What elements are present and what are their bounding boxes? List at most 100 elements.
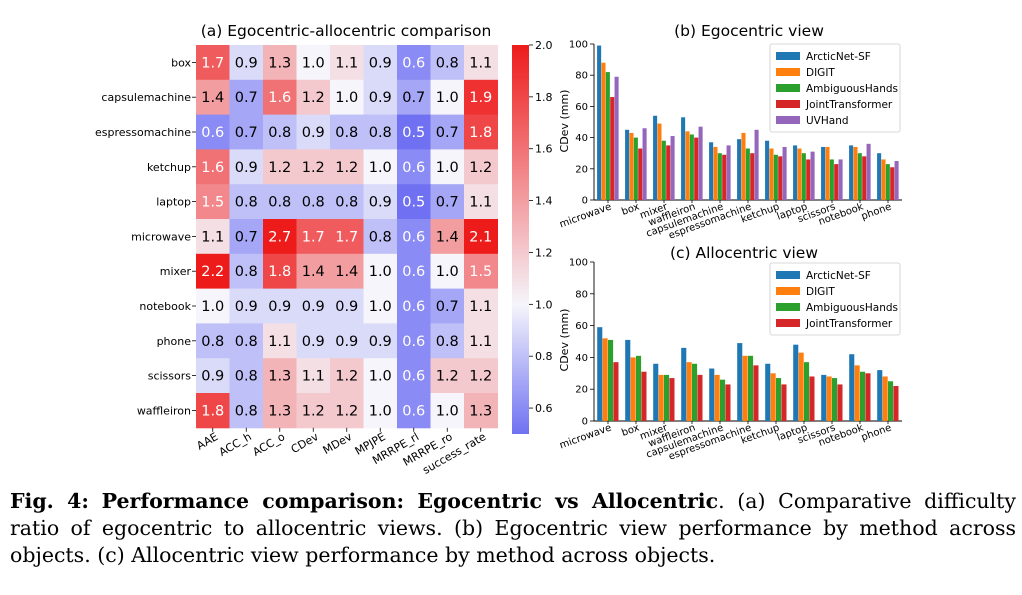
heatmap-cell-value: 0.9 [235, 160, 258, 176]
heatmap-cell [196, 79, 230, 116]
y-tick-label: 60 [575, 321, 588, 332]
heatmap-cell [430, 114, 465, 150]
heatmap-row-label: notebook [139, 300, 191, 313]
x-tick-label: box [620, 422, 641, 439]
heatmap-cell-value: 1.6 [201, 160, 224, 176]
bar [697, 374, 703, 421]
bar [625, 339, 631, 421]
heatmap-cell-value: 0.8 [369, 229, 392, 245]
heatmap-cell-value: 1.0 [335, 90, 358, 106]
colorbar-ticks: 0.6 0.8 1.0 1.2 1.4 1.6 1.8 2.0 [529, 39, 553, 415]
heatmap-cell [263, 358, 297, 394]
bar [765, 363, 771, 421]
heatmap-cell-value: 0.8 [436, 334, 459, 350]
heatmap-cell [263, 393, 297, 429]
heatmap-cell-value: 0.9 [369, 334, 392, 350]
heatmap-cell [263, 184, 297, 220]
colorbar-tick-label: 0.6 [535, 402, 553, 415]
caption-label: Fig. 4: [10, 489, 89, 513]
bar [849, 145, 854, 200]
heatmap-cell-value: 1.4 [335, 264, 358, 280]
heatmap-cell-value: 1.2 [268, 160, 291, 176]
x-tick-label: box [620, 201, 641, 218]
heatmap-cell [363, 253, 398, 290]
bar [769, 148, 774, 200]
heatmap-cell-value: 1.0 [369, 369, 392, 385]
heatmap-cell-value: 0.6 [402, 55, 425, 71]
heatmap-cell [330, 184, 364, 220]
heatmap-cell-value: 0.6 [402, 160, 425, 176]
heatmap-cell [263, 149, 297, 185]
heatmap-cell-value: 0.5 [402, 125, 425, 141]
bar [793, 145, 798, 200]
bar [748, 355, 754, 421]
heatmap-cell-value: 1.1 [469, 299, 492, 315]
heatmap-cell [196, 393, 230, 429]
bar [781, 384, 787, 421]
x-tick-label: phone [860, 201, 893, 222]
heatmap-cell-value: 1.2 [302, 90, 325, 106]
heatmap-cell-value: 1.2 [469, 369, 492, 385]
heatmap-cell [363, 393, 398, 429]
heatmap-cell [430, 253, 465, 290]
legend-swatch [776, 287, 800, 295]
bar [754, 129, 759, 200]
heatmap-cell-value: 1.4 [201, 90, 224, 106]
heatmap-cell-value: 0.6 [402, 403, 425, 419]
heatmap-cell [229, 358, 264, 394]
heatmap-cell [464, 323, 498, 359]
bar [893, 386, 899, 421]
bar [798, 352, 804, 421]
legend-label: DIGIT [806, 67, 835, 79]
heatmap-cell [397, 149, 431, 185]
heatmap-cell-value: 0.9 [335, 299, 358, 315]
y-tick-label: 80 [575, 71, 588, 82]
bar [806, 159, 811, 200]
bar [653, 115, 658, 200]
heatmap-cell-value: 0.8 [201, 334, 224, 350]
colorbar-tick-label: 1.0 [535, 298, 553, 311]
heatmap-cell [430, 323, 465, 359]
bar [865, 373, 871, 421]
bar [849, 354, 855, 421]
heatmap-cell-value: 0.6 [402, 334, 425, 350]
heatmap-cell-value: 1.8 [469, 125, 492, 141]
heatmap-cell [430, 288, 465, 324]
heatmap-cell [196, 149, 230, 185]
heatmap-cell [296, 253, 331, 290]
heatmap-cell-value: 1.2 [436, 369, 459, 385]
bar [770, 373, 776, 421]
y-tick-label: 0 [582, 417, 588, 428]
heatmap-cell-value: 0.8 [235, 403, 258, 419]
heatmap-cell [296, 393, 331, 429]
heatmap-cell-value: 1.4 [302, 264, 325, 280]
bar [717, 153, 722, 200]
y-tick-label: 40 [575, 353, 588, 364]
heatmap-cell-value: 1.1 [469, 334, 492, 350]
heatmap-cell [330, 114, 364, 150]
y-tick-label: 80 [575, 289, 588, 300]
heatmap-cell [397, 184, 431, 220]
bar [737, 343, 743, 421]
bar [657, 123, 662, 200]
heatmap-cell [464, 219, 498, 255]
heatmap-cell [464, 184, 498, 220]
heatmap-cell [430, 393, 465, 429]
colorbar-tick-label: 1.2 [535, 246, 553, 259]
heatmap-cell-value: 1.5 [469, 264, 492, 280]
bar [881, 159, 886, 200]
heatmap-cell-value: 1.2 [335, 369, 358, 385]
bar [782, 146, 787, 200]
heatmap-cell-value: 1.4 [436, 229, 459, 245]
heatmap-cell [229, 114, 264, 150]
heatmap-cell [263, 253, 297, 290]
heatmap-cell [196, 323, 230, 359]
heatmap-cell [330, 323, 364, 359]
heatmap-cell-value: 0.9 [302, 334, 325, 350]
heatmap-cell-value: 1.0 [436, 403, 459, 419]
heatmap-row-label: capsulemachine [101, 91, 191, 104]
bar [709, 142, 714, 200]
heatmap-cell-value: 0.7 [235, 90, 258, 106]
